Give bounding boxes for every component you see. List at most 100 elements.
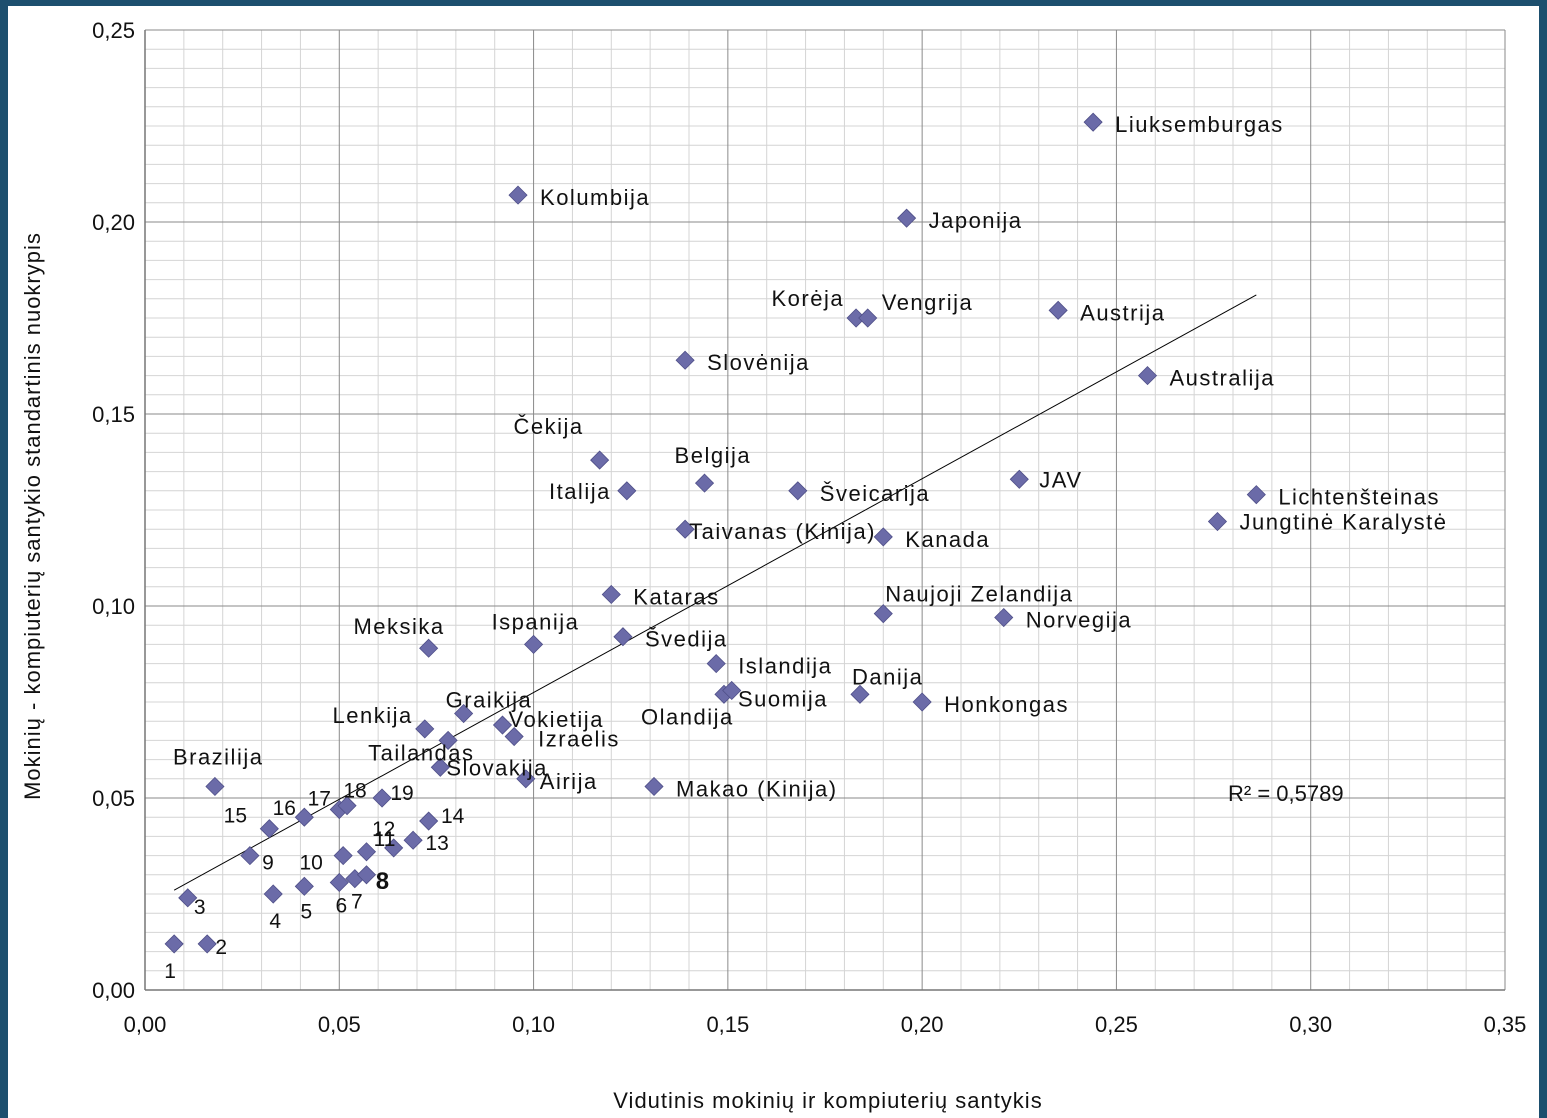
r-squared-label: R² = 0,5789 bbox=[1228, 781, 1344, 806]
data-point bbox=[617, 481, 637, 501]
data-point bbox=[337, 796, 357, 816]
point-label: 3 bbox=[194, 896, 206, 919]
y-tick-label: 0,15 bbox=[92, 402, 135, 427]
x-tick-label: 0,10 bbox=[512, 1012, 555, 1037]
data-point bbox=[1207, 511, 1228, 532]
point-label: JAV bbox=[1039, 467, 1082, 492]
point-label: Vokietija bbox=[508, 707, 603, 732]
point-label: Honkongas bbox=[944, 692, 1069, 717]
point-label: Korėja bbox=[771, 286, 844, 311]
point-label: Lichtenšteinas bbox=[1278, 485, 1440, 510]
point-label: Slovėnija bbox=[707, 350, 810, 375]
data-point bbox=[240, 846, 260, 866]
data-point bbox=[263, 884, 283, 904]
chart-frame: 0,00 0,05 0,10 0,15 0,20 0,25 0,30 0,35 0,00 0,0… bbox=[8, 6, 1539, 1118]
data-point bbox=[1083, 112, 1103, 132]
data-point bbox=[294, 876, 314, 896]
point-label: 19 bbox=[390, 782, 413, 805]
data-point bbox=[1009, 469, 1029, 489]
data-point bbox=[694, 473, 715, 493]
x-tick-label: 0,20 bbox=[901, 1012, 944, 1037]
point-label: Naujoji Zelandija bbox=[885, 582, 1073, 607]
point-label: Austrija bbox=[1080, 300, 1165, 325]
minor-grid bbox=[145, 30, 1505, 990]
data-point bbox=[333, 846, 353, 866]
point-label: Airija bbox=[540, 769, 598, 794]
data-point bbox=[419, 811, 439, 831]
data-point bbox=[419, 638, 439, 658]
point-label: 18 bbox=[343, 780, 366, 803]
point-label: 1 bbox=[164, 960, 176, 983]
data-point bbox=[897, 208, 917, 228]
data-point bbox=[1246, 485, 1266, 505]
x-tick-label: 0,00 bbox=[124, 1012, 167, 1037]
data-point bbox=[415, 719, 435, 739]
data-point bbox=[178, 888, 198, 908]
data-point bbox=[873, 527, 893, 547]
point-label: 15 bbox=[224, 805, 247, 828]
data-point bbox=[197, 934, 217, 954]
point-label: Kataras bbox=[633, 584, 719, 609]
point-label: 6 bbox=[335, 894, 347, 917]
data-point bbox=[524, 634, 544, 654]
point-label: Izraelis bbox=[538, 727, 620, 752]
point-label: Šveicarija bbox=[820, 481, 930, 506]
point-label: Čekija bbox=[513, 414, 583, 439]
point-label: Lenkija bbox=[333, 703, 413, 728]
point-label: Taivanas (Kinija) bbox=[689, 519, 876, 544]
point-label: Liuksemburgas bbox=[1115, 112, 1284, 137]
data-point bbox=[329, 872, 349, 893]
point-label: Jungtinė Karalystė bbox=[1239, 510, 1447, 535]
data-point bbox=[601, 584, 621, 605]
point-label: Graikija bbox=[446, 688, 533, 713]
scatter-chart: 0,00 0,05 0,10 0,15 0,20 0,25 0,30 0,35 0,000,0… bbox=[20, 18, 1527, 1113]
point-label: 9 bbox=[262, 852, 274, 875]
data-point bbox=[403, 830, 423, 850]
point-labels: Liuksemburgas Kolumbija Japonija Korėja Veng… bbox=[164, 112, 1447, 983]
x-tick-label: 0,35 bbox=[1484, 1012, 1527, 1037]
point-label: Belgija bbox=[675, 443, 752, 468]
data-point bbox=[438, 730, 458, 750]
data-point bbox=[1137, 366, 1158, 386]
data-point bbox=[516, 769, 536, 789]
x-tick-labels: 0,00 0,05 0,10 0,15 0,20 0,25 0,30 0,35 bbox=[124, 1012, 1527, 1037]
trendline-path bbox=[173, 294, 1257, 891]
point-label: 13 bbox=[425, 832, 448, 855]
y-tick-label: 0,10 bbox=[92, 594, 135, 619]
point-label: Švedija bbox=[645, 627, 728, 652]
data-point bbox=[722, 680, 742, 701]
data-point bbox=[850, 684, 870, 704]
point-label: 16 bbox=[273, 797, 296, 820]
major-grid bbox=[145, 29, 1506, 990]
point-label: Olandija bbox=[641, 704, 734, 729]
y-axis-title: Mokinių - kompiuterių santykio standarti… bbox=[20, 232, 45, 800]
y-tick-label: 0,20 bbox=[92, 210, 135, 235]
point-label: 10 bbox=[299, 852, 322, 875]
point-label: 2 bbox=[215, 936, 227, 959]
data-point bbox=[504, 726, 524, 747]
point-label: Kolumbija bbox=[540, 185, 650, 210]
point-label: Japonija bbox=[929, 208, 1023, 233]
y-tick-labels: 0,00 0,05 0,10 0,15 0,20 0,25 bbox=[92, 18, 135, 1003]
point-label: Danija bbox=[852, 664, 923, 689]
data-point bbox=[644, 776, 664, 797]
data-point bbox=[675, 350, 695, 370]
x-tick-label: 0,30 bbox=[1289, 1012, 1332, 1037]
data-point bbox=[994, 607, 1014, 628]
point-label: 5 bbox=[300, 900, 312, 923]
point-label: Brazilija bbox=[173, 744, 264, 769]
point-label: 14 bbox=[441, 805, 465, 828]
trendline bbox=[173, 294, 1257, 891]
data-point bbox=[675, 519, 695, 539]
data-point bbox=[492, 715, 513, 735]
point-label: Norvegija bbox=[1026, 608, 1132, 633]
point-label: Kanada bbox=[905, 527, 990, 552]
data-point bbox=[454, 703, 474, 724]
y-tick-label: 0,25 bbox=[92, 18, 135, 43]
point-label: 17 bbox=[308, 788, 331, 811]
point-label: Slovakija bbox=[446, 755, 548, 780]
data-point bbox=[294, 807, 314, 827]
data-point bbox=[372, 788, 392, 808]
point-label: Tailandas bbox=[368, 740, 474, 765]
data-point bbox=[788, 481, 808, 501]
